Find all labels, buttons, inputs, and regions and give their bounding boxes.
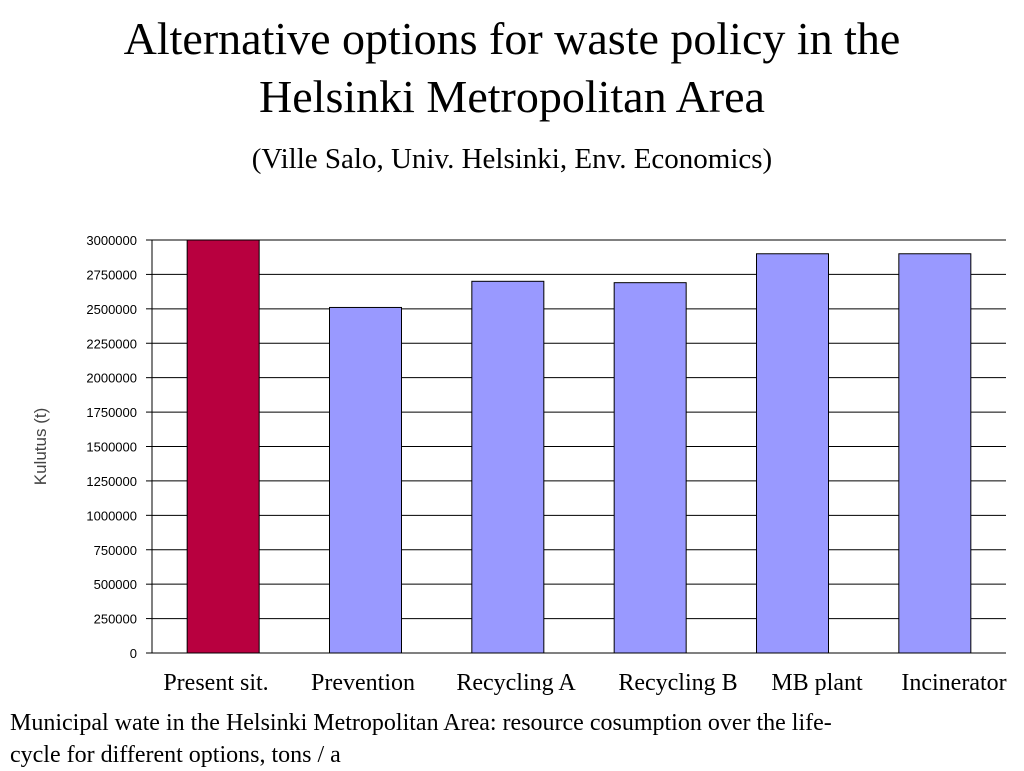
x-category-label: Recycling A bbox=[456, 670, 576, 696]
y-tick-label: 1500000 bbox=[86, 440, 137, 455]
x-category-label: Recycling B bbox=[618, 670, 737, 696]
y-tick-label: 750000 bbox=[94, 543, 137, 558]
bar bbox=[756, 253, 829, 654]
x-category-label: MB plant bbox=[771, 670, 863, 696]
bar-chart: 0 250000 500000 750000 1000000 1250000 1500000… bbox=[31, 233, 1007, 696]
x-category-label: Incinerator bbox=[901, 670, 1006, 696]
title-line-2: Helsinki Metropolitan Area bbox=[259, 71, 765, 122]
caption-line-2: cycle for different options, tons / a bbox=[10, 742, 341, 768]
x-category-label: Present sit. bbox=[163, 670, 268, 696]
chart-caption: Municipal wate in the Helsinki Metropoli… bbox=[10, 707, 1010, 771]
bar bbox=[898, 253, 972, 654]
y-tick-label: 500000 bbox=[94, 577, 137, 592]
bar bbox=[329, 306, 402, 654]
title-line-1: Alternative options for waste policy in … bbox=[123, 13, 901, 64]
slide-subtitle: (Ville Salo, Univ. Helsinki, Env. Econom… bbox=[251, 143, 773, 175]
bar bbox=[186, 239, 260, 654]
y-tick-label: 250000 bbox=[94, 612, 137, 627]
bar bbox=[613, 282, 687, 654]
slide-title: Alternative options for waste policy in … bbox=[0, 10, 1024, 126]
bar bbox=[471, 280, 545, 654]
y-tick-label: 1250000 bbox=[86, 474, 137, 489]
caption-line-1: Municipal wate in the Helsinki Metropoli… bbox=[10, 710, 832, 736]
y-tick-label: 3000000 bbox=[86, 233, 137, 248]
y-tick-label: 2500000 bbox=[86, 302, 137, 317]
y-tick-label: 2750000 bbox=[86, 267, 137, 282]
y-tick-label: 0 bbox=[130, 646, 137, 661]
y-tick-label: 1750000 bbox=[86, 405, 137, 420]
y-tick-label: 2000000 bbox=[86, 371, 137, 386]
y-tick-label: 2250000 bbox=[86, 336, 137, 351]
x-category-label: Prevention bbox=[311, 670, 415, 696]
y-tick-label: 1000000 bbox=[86, 508, 137, 523]
y-axis-label: Kulutus (t) bbox=[31, 408, 50, 485]
